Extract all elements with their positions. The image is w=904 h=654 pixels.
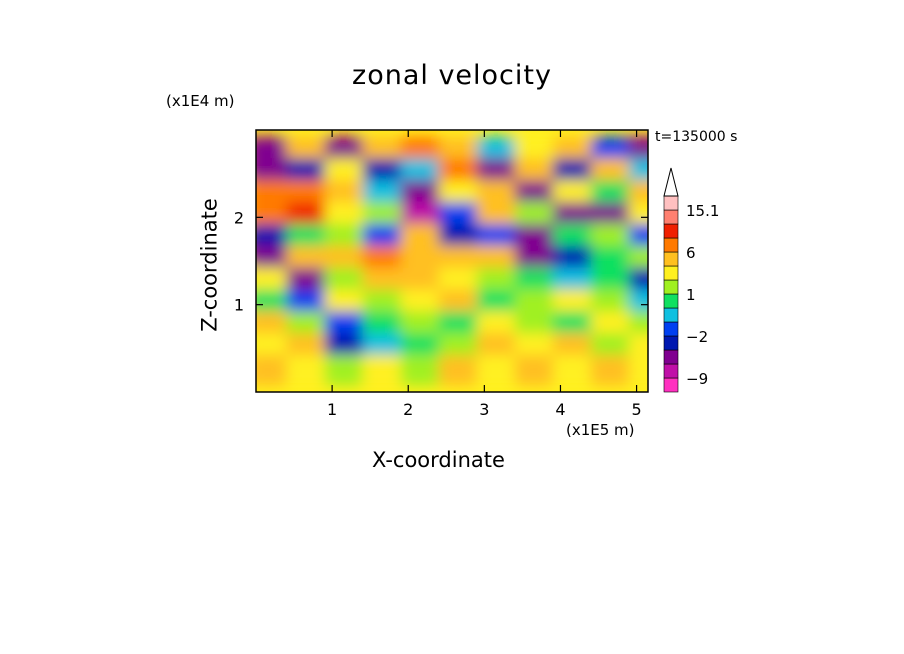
chart-title: zonal velocity	[352, 60, 552, 91]
colorbar-segment	[663, 251, 679, 267]
colorbar-segment	[663, 293, 679, 309]
colorbar-segment	[663, 335, 679, 351]
z-axis-unit: (x1E4 m)	[166, 92, 235, 110]
colorbar-label: 1	[686, 286, 696, 304]
colorbar-segment	[663, 237, 679, 253]
x-tick-label: 2	[403, 400, 413, 419]
colorbar-segment	[663, 279, 679, 295]
plot-frame	[255, 129, 649, 393]
colorbar-segment	[663, 195, 679, 211]
x-tick-label: 4	[555, 400, 565, 419]
colorbar-segment	[663, 321, 679, 337]
colorbar-segment	[663, 349, 679, 365]
colorbar-extension	[663, 167, 679, 197]
colorbar-label: −2	[686, 328, 708, 346]
x-axis-label: X-coordinate	[372, 448, 505, 472]
colorbar-label: −9	[686, 370, 708, 388]
field-cell	[628, 354, 648, 386]
colorbar-segment	[663, 265, 679, 281]
colorbar-segment	[663, 223, 679, 239]
time-label: t=135000 s	[655, 129, 738, 145]
colorbar-segment	[663, 377, 679, 393]
field-cells	[256, 136, 648, 386]
y-tick-label: 2	[234, 208, 244, 227]
x-axis-unit: (x1E5 m)	[566, 421, 635, 439]
colorbar-label: 6	[686, 244, 696, 262]
x-tick-label: 5	[631, 400, 641, 419]
x-tick-label: 3	[479, 400, 489, 419]
colorbar-segment	[663, 307, 679, 323]
colorbar-label: 15.1	[686, 202, 719, 220]
colorbar-segment	[663, 363, 679, 379]
x-tick-label: 1	[327, 400, 337, 419]
y-tick-label: 1	[234, 296, 244, 315]
colorbar-segment	[663, 209, 679, 225]
